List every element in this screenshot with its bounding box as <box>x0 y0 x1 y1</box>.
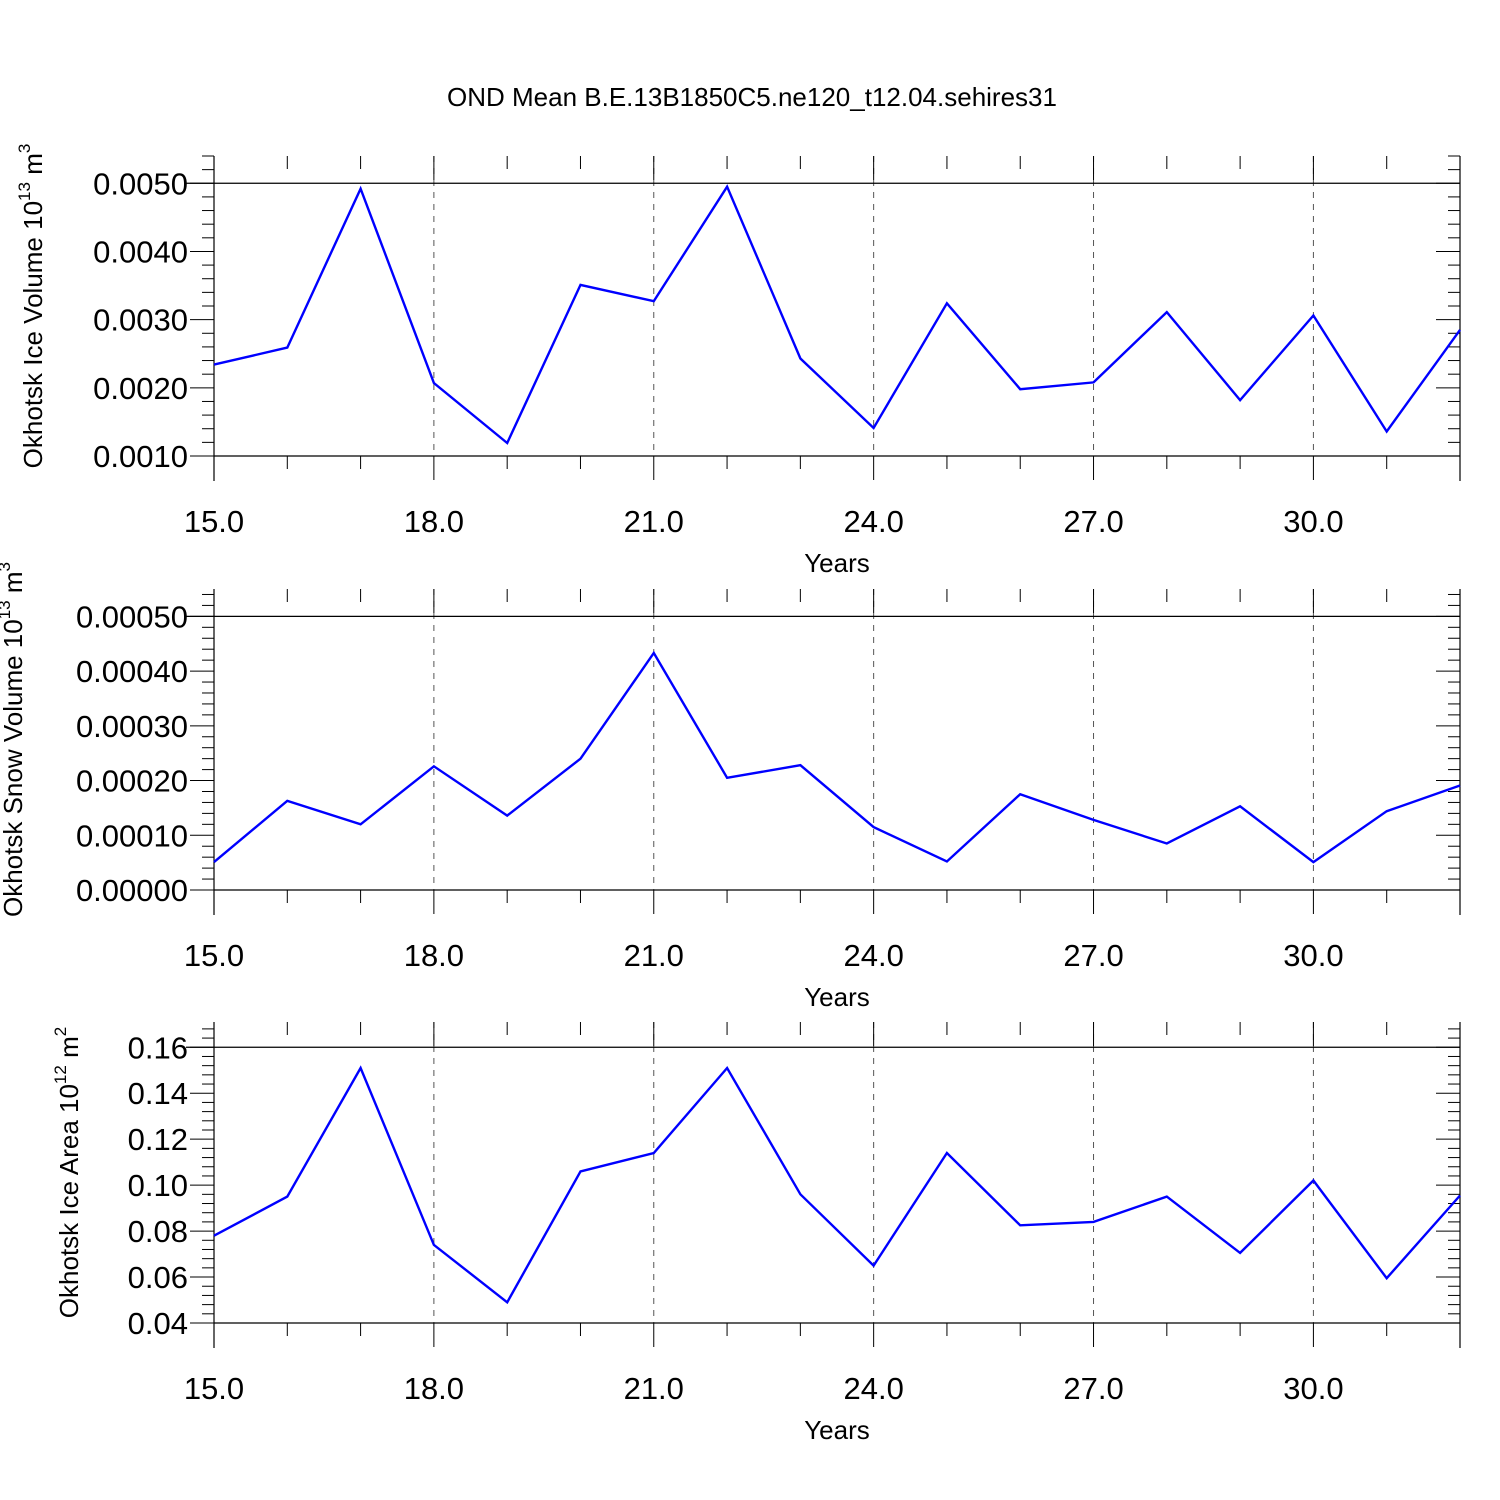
y-axis-label-text: Okhotsk Ice Volume 10 <box>18 201 48 468</box>
y-tick-label: 0.12 <box>128 1122 188 1157</box>
y-tick-label: 0.0020 <box>93 371 188 406</box>
y-tick-label: 0.0030 <box>93 303 188 338</box>
y-axis-label-unit-exp: 3 <box>0 562 14 571</box>
x-tick-label: 24.0 <box>843 938 903 973</box>
y-axis-label-exp: 13 <box>15 182 34 201</box>
x-tick-label: 30.0 <box>1283 504 1343 539</box>
x-axis-label: Years <box>804 982 870 1012</box>
figure-title: OND Mean B.E.13B1850C5.ne120_t12.04.sehi… <box>447 82 1057 112</box>
y-axis-label: Okhotsk Ice Volume 1013 m3 <box>15 144 48 469</box>
chart-panel-1: 15.0 18.0 21.0 24.0 27.0 30.0 0.0010 0.0020 0.00… <box>15 144 1461 578</box>
y-tick-label: 0.0040 <box>93 234 188 269</box>
y-tick-label: 0.0050 <box>93 166 188 201</box>
y-axis-label-unit: m <box>18 153 48 182</box>
y-tick-label: 0.00030 <box>76 709 188 744</box>
x-tick-label: 21.0 <box>624 938 684 973</box>
chart-panel-3: 15.0 18.0 21.0 24.0 27.0 30.0 0.04 0.06 0.08 0.10… <box>51 1022 1461 1445</box>
y-axis-label-unit: m <box>54 1036 84 1065</box>
y-tick-label: 0.08 <box>128 1214 188 1249</box>
y-tick-label: 0.0010 <box>93 439 188 474</box>
y-axis-label-unit-exp: 2 <box>51 1027 70 1036</box>
x-tick-label: 15.0 <box>184 938 244 973</box>
y-axis-label-text: Okhotsk Snow Volume 10 <box>0 619 28 917</box>
series-line <box>213 184 1461 445</box>
x-axis-label: Years <box>804 548 870 578</box>
y-axis-label-unit: m <box>0 571 28 600</box>
series-line <box>213 1065 1461 1305</box>
y-tick-label: 0.00050 <box>76 599 188 634</box>
x-tick-label: 18.0 <box>404 504 464 539</box>
x-tick-label: 18.0 <box>404 938 464 973</box>
x-tick-label: 18.0 <box>404 1371 464 1406</box>
x-tick-label: 24.0 <box>843 1371 903 1406</box>
x-tick-label: 15.0 <box>184 504 244 539</box>
y-tick-label: 0.06 <box>128 1260 188 1295</box>
y-tick-label: 0.00000 <box>76 873 188 908</box>
x-tick-label: 24.0 <box>843 504 903 539</box>
x-tick-label: 21.0 <box>624 1371 684 1406</box>
y-tick-label: 0.14 <box>128 1076 188 1111</box>
x-tick-label: 27.0 <box>1063 938 1123 973</box>
x-tick-label: 21.0 <box>624 504 684 539</box>
y-axis-label-exp: 12 <box>51 1065 70 1084</box>
y-tick-label: 0.10 <box>128 1168 188 1203</box>
x-tick-label: 15.0 <box>184 1371 244 1406</box>
x-axis-label: Years <box>804 1415 870 1445</box>
series-line <box>213 650 1461 864</box>
y-axis-label-unit-exp: 3 <box>15 144 34 153</box>
x-tick-label: 27.0 <box>1063 504 1123 539</box>
y-axis-label-exp: 13 <box>0 600 14 619</box>
y-tick-label: 0.16 <box>128 1030 188 1065</box>
y-axis-label: Okhotsk Ice Area 1012 m2 <box>51 1027 84 1318</box>
y-tick-label: 0.00020 <box>76 764 188 799</box>
panels: 15.0 18.0 21.0 24.0 27.0 30.0 0.0010 0.0020 0.00… <box>0 144 1461 1445</box>
x-tick-label: 27.0 <box>1063 1371 1123 1406</box>
y-axis-label-text: Okhotsk Ice Area 10 <box>54 1084 84 1318</box>
y-tick-label: 0.00040 <box>76 654 188 689</box>
x-tick-label: 30.0 <box>1283 938 1343 973</box>
y-axis-label: Okhotsk Snow Volume 1013 m3 <box>0 562 28 917</box>
x-tick-label: 30.0 <box>1283 1371 1343 1406</box>
y-tick-label: 0.04 <box>128 1306 188 1341</box>
y-tick-label: 0.00010 <box>76 818 188 853</box>
chart-panel-2: 15.0 18.0 21.0 24.0 27.0 30.0 0.00000 0.00010 0.… <box>0 562 1461 1012</box>
